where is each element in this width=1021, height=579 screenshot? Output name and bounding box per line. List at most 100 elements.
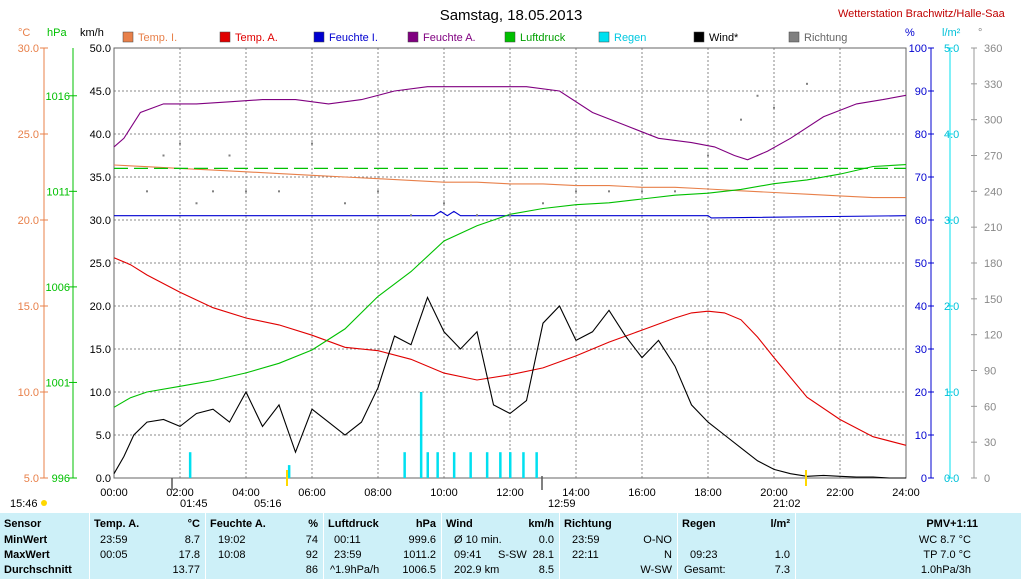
deg-tick-label: 180 (984, 258, 1002, 270)
richtung-point (212, 190, 214, 193)
deg-tick-label: 240 (984, 186, 1002, 198)
sun-marker (41, 500, 47, 506)
kmh-unit: km/h (80, 27, 104, 39)
sunrise-label: 15:46 (10, 498, 38, 510)
legend-label: Regen (614, 32, 646, 44)
deg-tick-label: 30 (984, 437, 996, 449)
x-tick-label: 22:00 (826, 487, 854, 499)
stats-regen-max-time: 09:23 (690, 549, 718, 561)
x-tick-label: 10:00 (430, 487, 458, 499)
regen-bar (522, 452, 525, 478)
regen-bar (436, 452, 439, 478)
regen-bar (403, 452, 406, 478)
richtung-point (756, 94, 759, 97)
pct-tick-label: 50 (915, 258, 927, 270)
hpa-tick-label: 1011 (46, 186, 70, 198)
kmh-tick-label: 10.0 (90, 387, 111, 399)
pct-tick-label: 70 (915, 172, 927, 184)
stats-richtung-min-time: 23:59 (572, 534, 600, 546)
deg-tick-label: 90 (984, 366, 996, 378)
stats-wind: Wind km/h Ø 10 min. 0.0 09:41 S-SW 28.1 202.… (442, 513, 558, 579)
kmh-tick-label: 25.0 (90, 258, 111, 270)
stats-regen: Regen l/m² 09:23 1.0 Gesamt: 7.3 (678, 513, 794, 579)
richtung-point (410, 214, 412, 217)
temp-tick-label: 15.0 (18, 301, 39, 313)
stats-wind-header: Wind (446, 518, 473, 530)
stats-feuchte-unit: % (308, 518, 318, 530)
regen-bar (287, 465, 291, 478)
x-tick-label: 02:00 (166, 487, 194, 499)
stats-feuchte-min: 74 (305, 534, 318, 546)
deg-tick-label: 0 (984, 473, 990, 485)
deg-tick-label: 300 (984, 115, 1002, 127)
richtung-point (707, 154, 709, 157)
station-name: Wetterstation Brachwitz/Halle-Saa (838, 8, 1006, 20)
richtung-point (228, 154, 231, 157)
pct-tick-label: 40 (915, 301, 927, 313)
stats-temp-min-time: 23:59 (100, 534, 128, 546)
deg-tick-label: 330 (984, 79, 1002, 91)
stats-richtung-max-time: 22:11 (572, 549, 599, 561)
pct-tick-label: 90 (915, 86, 927, 98)
stats-luftdruck: Luftdruck hPa 00:11 999.6 23:59 1011.2 ^1.9… (324, 513, 440, 579)
richtung-point (476, 214, 478, 217)
legend-label: Temp. I. (138, 32, 177, 44)
regen-bar (419, 392, 423, 478)
legend-swatch (407, 31, 419, 43)
richtung-point (195, 202, 198, 205)
x-tick-label: 00:00 (100, 487, 128, 499)
legend-label: Wind* (709, 32, 739, 44)
stats-regen-total-label: Gesamt: (684, 564, 726, 576)
deg-tick-label: 60 (984, 401, 996, 413)
stats-temp-avg: 13.77 (172, 564, 200, 576)
richtung-point (575, 190, 577, 193)
stats-wind-avg: 8.5 (538, 564, 554, 576)
series-line-temp-i (113, 164, 906, 199)
regen-bar (535, 452, 538, 478)
regen-bar (469, 452, 472, 478)
stats-temp-min: 8.7 (184, 534, 200, 546)
legend-swatch (504, 31, 516, 43)
richtung-point (311, 142, 313, 145)
hpa-tick-label: 1016 (46, 91, 70, 103)
sunrise-time-label: 05:16 (254, 498, 282, 510)
stats-luftdruck-avg: 1006.5 (402, 564, 436, 576)
legend-label: Feuchte I. (329, 32, 378, 44)
weather-chart: 5.0 10.0 15.0 20.0 25.0 30.0 996 1001 1006 1011 10… (10, 7, 1006, 510)
stats-temp: Temp. A. °C 23:59 8.7 00:05 17.8 13.77 (90, 513, 204, 579)
rain-tick-label: 4.0 (944, 129, 959, 141)
pct-tick-label: 60 (915, 215, 927, 227)
stats-regen-max: 1.0 (774, 549, 790, 561)
regen-bar (509, 452, 512, 478)
richtung-point (542, 202, 544, 205)
richtung-point (674, 190, 676, 193)
regen-bar (485, 452, 489, 478)
richtung-point (509, 214, 511, 217)
stats-pmv: PMV+1:11 WC 8.7 °C TP 7.0 °C 1.0hPa/3h (796, 513, 1021, 579)
richtung-point (608, 190, 610, 193)
legend-label: Luftdruck (520, 32, 566, 44)
temp-tick-label: 5.0 (24, 473, 39, 485)
richtung-point (179, 142, 181, 145)
stats-regen-total: 7.3 (774, 564, 790, 576)
x-tick-label: 12:00 (496, 487, 524, 499)
stats-pmv-wc: WC 8.7 °C (918, 534, 971, 546)
stats-feuchte-min-time: 19:02 (218, 534, 246, 546)
kmh-tick-label: 15.0 (90, 344, 111, 356)
stats-wind-max-time: 09:41 (454, 549, 482, 561)
richtung-point (377, 190, 379, 193)
richtung-point (740, 118, 742, 121)
pct-unit: % (905, 27, 915, 39)
stats-temp-max: 17.8 (178, 549, 200, 561)
stats-regen-header: Regen (682, 518, 716, 530)
x-tick-label: 08:00 (364, 487, 392, 499)
legend-swatch (313, 31, 325, 43)
x-tick-label: 04:00 (232, 487, 260, 499)
x-tick-label: 24:00 (892, 487, 920, 499)
stats-panel: Sensor MinWert MaxWert Durchschnitt Temp… (0, 513, 1021, 579)
series-line-temp-a (113, 257, 907, 446)
richtung-point (344, 202, 346, 205)
deg-tick-label: 360 (984, 43, 1002, 55)
legend-swatch (219, 31, 231, 43)
stats-temp-max-time: 00:05 (100, 549, 128, 561)
